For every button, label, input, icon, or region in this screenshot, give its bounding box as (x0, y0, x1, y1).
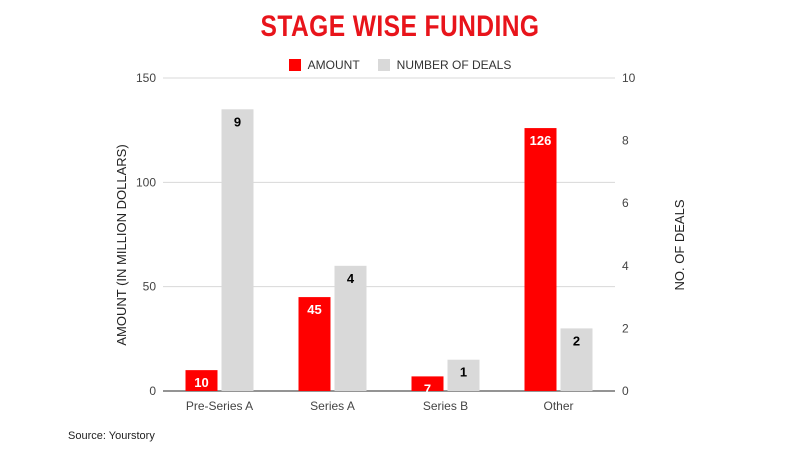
y-tick-label-right: 10 (622, 71, 636, 85)
legend-label-amount: AMOUNT (307, 58, 360, 72)
x-tick-label: Other (543, 399, 573, 413)
y-axis-title-left: AMOUNT (IN MILLION DOLLARS) (114, 144, 129, 345)
bar-deals (221, 109, 254, 392)
y-tick-label-right: 8 (622, 134, 629, 148)
bar-deals (560, 328, 593, 391)
x-tick-label: Series B (423, 399, 468, 413)
y-tick-label-right: 6 (622, 196, 629, 210)
data-label-amount: 126 (530, 133, 552, 148)
legend-swatch-deals (377, 59, 390, 71)
x-tick-label: Pre-Series A (186, 399, 253, 413)
y-tick-label-left: 0 (149, 384, 156, 398)
bar-deals (334, 265, 367, 391)
y-tick-label-right: 4 (622, 259, 629, 273)
chart-legend: AMOUNT NUMBER OF DEALS (0, 58, 800, 72)
legend-label-deals: NUMBER OF DEALS (396, 58, 512, 72)
bar-amount (298, 297, 331, 391)
source-note: Source: Yourstory (68, 430, 155, 442)
data-label-amount: 7 (424, 381, 431, 396)
data-label-deals: 2 (573, 333, 580, 348)
legend-item-deals: NUMBER OF DEALS (377, 58, 512, 72)
bar-amount (411, 376, 444, 391)
data-label-deals: 4 (347, 271, 355, 286)
data-label-deals: 1 (460, 365, 467, 380)
chart-title: STAGE WISE FUNDING (260, 10, 540, 43)
y-tick-label-right: 2 (622, 321, 629, 335)
bar-amount (524, 128, 557, 391)
y-tick-label-left: 100 (136, 175, 156, 189)
data-label-amount: 45 (307, 302, 321, 317)
data-label-amount: 10 (194, 375, 208, 390)
x-tick-label: Series A (310, 399, 355, 413)
y-tick-label-right: 0 (622, 384, 629, 398)
data-label-deals: 9 (234, 114, 241, 129)
y-tick-label-left: 150 (136, 71, 156, 85)
legend-swatch-amount (288, 59, 301, 71)
y-axis-title-right: NO. OF DEALS (672, 199, 687, 290)
bar-deals (447, 359, 480, 391)
bar-amount (185, 370, 218, 391)
legend-item-amount: AMOUNT (288, 58, 360, 72)
y-tick-label-left: 50 (143, 280, 157, 294)
